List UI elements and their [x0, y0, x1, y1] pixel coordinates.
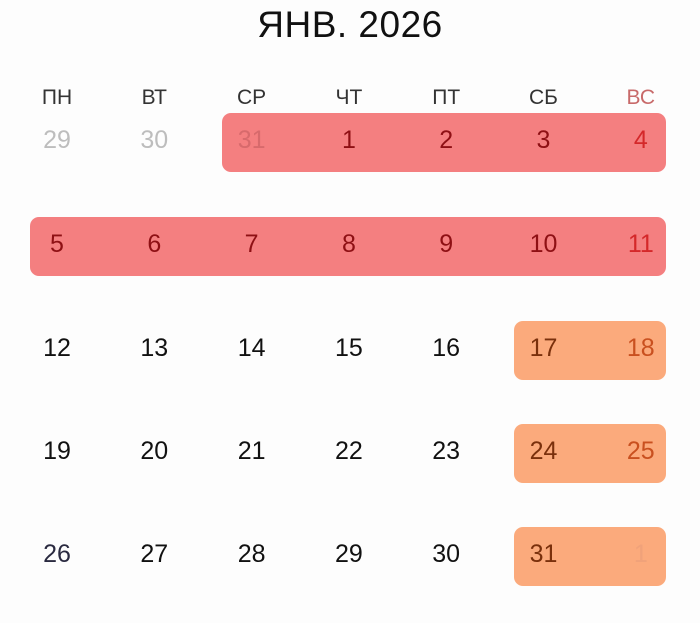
- weekday-header: ПН: [41, 86, 73, 109]
- day-cell[interactable]: 12: [43, 334, 71, 362]
- day-cell[interactable]: 22: [334, 437, 363, 465]
- day-cell[interactable]: 14: [237, 334, 266, 362]
- day-cell[interactable]: 29: [334, 540, 363, 568]
- weekday-header: ВТ: [141, 86, 168, 109]
- day-cell[interactable]: 13: [140, 334, 169, 362]
- day-cell[interactable]: 17: [529, 334, 558, 362]
- holiday-range-highlight: [221, 113, 666, 172]
- day-cell[interactable]: 30: [432, 540, 461, 568]
- day-cell[interactable]: 6: [147, 230, 162, 258]
- day-cell[interactable]: 31: [529, 540, 558, 568]
- day-cell[interactable]: 27: [140, 540, 169, 568]
- day-cell[interactable]: 4: [633, 126, 648, 154]
- day-cell[interactable]: 1: [633, 540, 648, 568]
- month-title[interactable]: ЯНВ. 2026: [257, 4, 443, 45]
- day-cell[interactable]: 21: [237, 437, 266, 465]
- day-cell[interactable]: 11: [627, 230, 654, 258]
- weekday-header: ВС: [626, 86, 656, 109]
- weekend-highlight: [513, 424, 666, 483]
- day-cell[interactable]: 28: [237, 540, 266, 568]
- weekday-header: ПТ: [432, 86, 461, 109]
- day-cell[interactable]: 8: [341, 230, 356, 258]
- day-cell[interactable]: 29: [43, 126, 71, 154]
- day-cell[interactable]: 18: [626, 334, 655, 362]
- day-cell[interactable]: 30: [140, 126, 169, 154]
- weekday-header: СБ: [529, 86, 558, 109]
- day-cell[interactable]: 9: [439, 230, 454, 258]
- weekday-header: ЧТ: [335, 86, 363, 109]
- day-cell[interactable]: 19: [43, 437, 71, 465]
- day-cell[interactable]: 1: [341, 126, 356, 154]
- day-cell[interactable]: 23: [432, 437, 461, 465]
- day-cell[interactable]: 2: [439, 126, 454, 154]
- weekend-highlight: [513, 527, 666, 586]
- weekend-highlight: [513, 321, 666, 380]
- day-cell[interactable]: 25: [626, 437, 655, 465]
- weekday-header: СР: [237, 86, 267, 109]
- day-cell[interactable]: 20: [140, 437, 169, 465]
- day-cell[interactable]: 15: [334, 334, 363, 362]
- day-cell[interactable]: 26: [43, 540, 71, 568]
- day-cell[interactable]: 5: [50, 230, 64, 258]
- day-cell[interactable]: 7: [244, 230, 259, 258]
- holiday-range-highlight: [30, 217, 666, 276]
- day-cell[interactable]: 3: [536, 126, 551, 154]
- day-cell[interactable]: 16: [432, 334, 461, 362]
- day-cell[interactable]: 31: [237, 126, 266, 154]
- day-cell[interactable]: 10: [529, 230, 558, 258]
- day-cell[interactable]: 24: [529, 437, 558, 465]
